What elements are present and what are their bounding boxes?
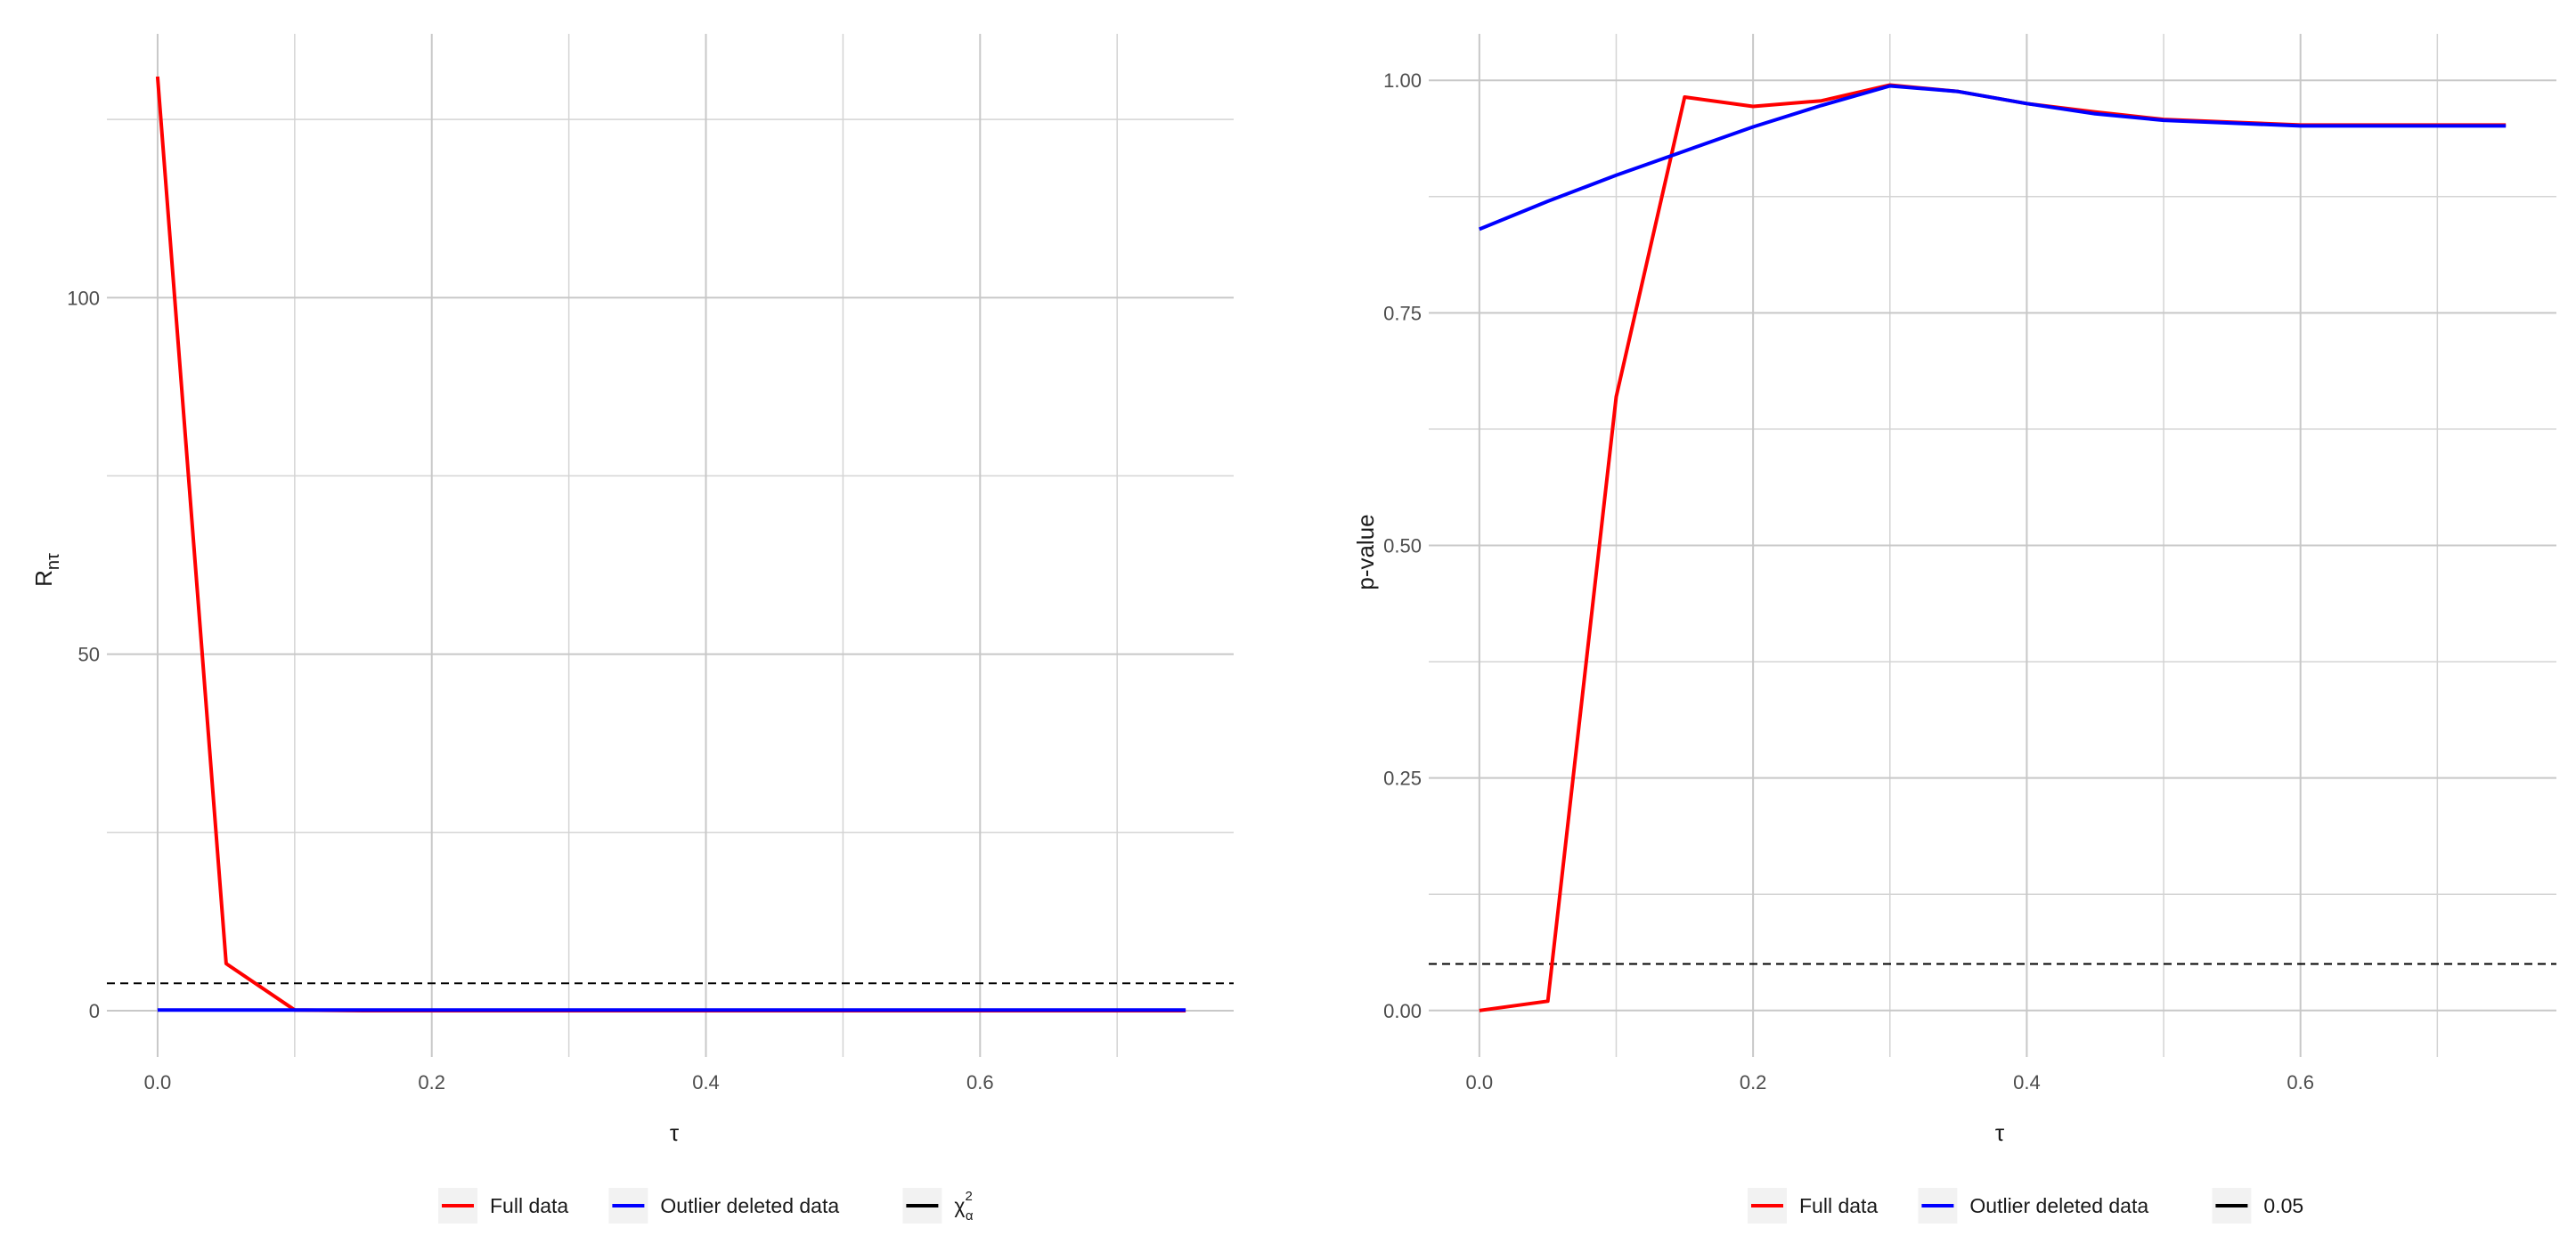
- y-tick-label: 100: [67, 287, 100, 309]
- y-tick-label: 0: [89, 1000, 100, 1022]
- right-gridlines: [1429, 34, 2556, 1057]
- y-tick-label: 50: [78, 644, 100, 666]
- series-line-outlier-deleted-data: [1479, 84, 2507, 232]
- y-tick-label: 0.75: [1383, 302, 1422, 324]
- legend-label: Full data: [490, 1194, 568, 1217]
- right-series-lines: [1479, 83, 2507, 1012]
- x-tick-label: 0.2: [1740, 1071, 1767, 1094]
- left-series-lines: [155, 76, 1186, 1012]
- right-y-axis-title: p-value: [1352, 514, 1379, 589]
- left-y-tick-labels: 0 50 100: [67, 287, 100, 1022]
- legend-label: Outlier deleted data: [1969, 1194, 2148, 1217]
- legend-item: Outlier deleted data: [608, 1188, 839, 1224]
- x-tick-label: 0.0: [1466, 1071, 1494, 1094]
- x-tick-label: 0.6: [2287, 1071, 2314, 1094]
- left-x-tick-labels: 0.0 0.2 0.4 0.6: [144, 1071, 994, 1094]
- legend-item: Full data: [438, 1188, 568, 1224]
- legend-label: 0.05: [2263, 1194, 2303, 1217]
- x-tick-label: 0.4: [692, 1071, 720, 1094]
- legend-item: 0.05: [2212, 1188, 2303, 1224]
- legend-item: Full data: [1748, 1188, 1878, 1224]
- left-x-axis-title: τ: [670, 1119, 680, 1146]
- y-tick-label: 0.25: [1383, 768, 1422, 790]
- x-tick-label: 0.6: [966, 1071, 994, 1094]
- right-legend: Full data Outlier deleted data 0.05: [1748, 1188, 2303, 1224]
- legend-item: Outlier deleted data: [1918, 1188, 2148, 1224]
- y-tick-label: 0.50: [1383, 535, 1422, 557]
- left-y-axis-title: Rnτ: [30, 553, 63, 587]
- legend-label: Outlier deleted data: [660, 1194, 839, 1217]
- y-tick-label: 1.00: [1383, 69, 1422, 92]
- x-tick-label: 0.2: [418, 1071, 445, 1094]
- legend-label: χ2 α: [954, 1189, 973, 1224]
- left-legend: Full data Outlier deleted data χ2 α: [438, 1188, 974, 1224]
- left-chart-panel: 0 50 100 0.0 0.2 0.4 0.6 τ Rnτ Full data Outli…: [30, 34, 1234, 1224]
- right-y-tick-labels: 0.00 0.25 0.50 0.75 1.00: [1383, 69, 1422, 1022]
- x-tick-label: 0.0: [144, 1071, 172, 1094]
- legend-label: Full data: [1799, 1194, 1878, 1217]
- x-tick-label: 0.4: [2013, 1071, 2041, 1094]
- left-gridlines: [107, 34, 1234, 1057]
- right-x-tick-labels: 0.0 0.2 0.4 0.6: [1466, 1071, 2314, 1094]
- right-x-axis-title: τ: [1995, 1119, 2005, 1146]
- y-tick-label: 0.00: [1383, 1000, 1422, 1022]
- right-chart-panel: 0.00 0.25 0.50 0.75 1.00 0.0 0.2 0.4 0.6 τ p-va…: [1352, 34, 2556, 1224]
- legend-item: χ2 α: [902, 1188, 974, 1224]
